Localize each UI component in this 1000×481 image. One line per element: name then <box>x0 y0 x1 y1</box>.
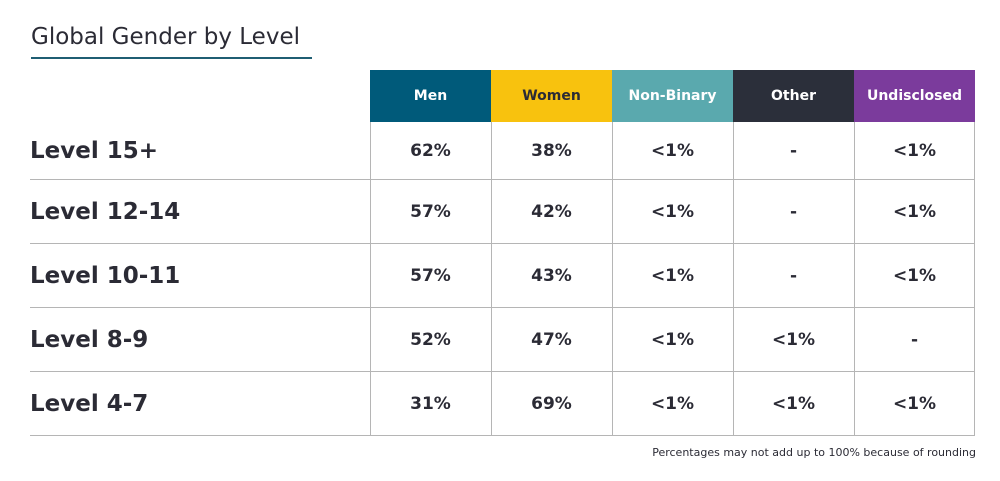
row-label-level-12-14: Level 12-14 <box>30 199 181 225</box>
row-divider <box>30 243 975 244</box>
row-label-level-8-9: Level 8-9 <box>30 327 149 353</box>
table-cell: <1% <box>650 141 695 161</box>
table-cell: <1% <box>892 394 937 414</box>
table-cell: 38% <box>531 141 572 161</box>
title-underline <box>31 57 312 59</box>
table-cell: <1% <box>892 202 937 222</box>
table-cell: <1% <box>650 202 695 222</box>
column-header-undisclosed: Undisclosed <box>854 70 975 122</box>
table-cell: - <box>910 330 919 350</box>
row-label-level-15-: Level 15+ <box>30 138 159 164</box>
table-cell: 57% <box>410 202 451 222</box>
table-cell: - <box>789 141 798 161</box>
column-header-non-binary: Non-Binary <box>612 70 733 122</box>
table-cell: <1% <box>892 141 937 161</box>
column-header-men: Men <box>370 70 491 122</box>
column-divider <box>612 122 613 436</box>
chart-title: Global Gender by Level <box>31 24 300 50</box>
column-divider <box>854 122 855 436</box>
table-cell: <1% <box>771 394 816 414</box>
table-cell: 31% <box>410 394 451 414</box>
table-cell: <1% <box>892 266 937 286</box>
row-label-level-4-7: Level 4-7 <box>30 391 149 417</box>
table-cell: 47% <box>531 330 572 350</box>
table-cell: <1% <box>650 394 695 414</box>
row-divider <box>30 179 975 180</box>
row-divider <box>30 307 975 308</box>
table-cell: - <box>789 202 798 222</box>
row-divider <box>30 371 975 372</box>
table-cell: <1% <box>650 266 695 286</box>
table-cell: 52% <box>410 330 451 350</box>
column-divider <box>733 122 734 436</box>
column-divider <box>370 122 371 436</box>
footnote: Percentages may not add up to 100% becau… <box>652 446 976 459</box>
column-divider <box>491 122 492 436</box>
row-label-level-10-11: Level 10-11 <box>30 263 181 289</box>
column-header-women: Women <box>491 70 612 122</box>
column-divider <box>974 122 975 436</box>
table-cell: 57% <box>410 266 451 286</box>
table-cell: <1% <box>650 330 695 350</box>
row-divider <box>30 435 975 436</box>
table-cell: 69% <box>531 394 572 414</box>
table-cell: 62% <box>410 141 451 161</box>
table-cell: 43% <box>531 266 572 286</box>
table-cell: 42% <box>531 202 572 222</box>
column-header-other: Other <box>733 70 854 122</box>
table-cell: <1% <box>771 330 816 350</box>
table-cell: - <box>789 266 798 286</box>
